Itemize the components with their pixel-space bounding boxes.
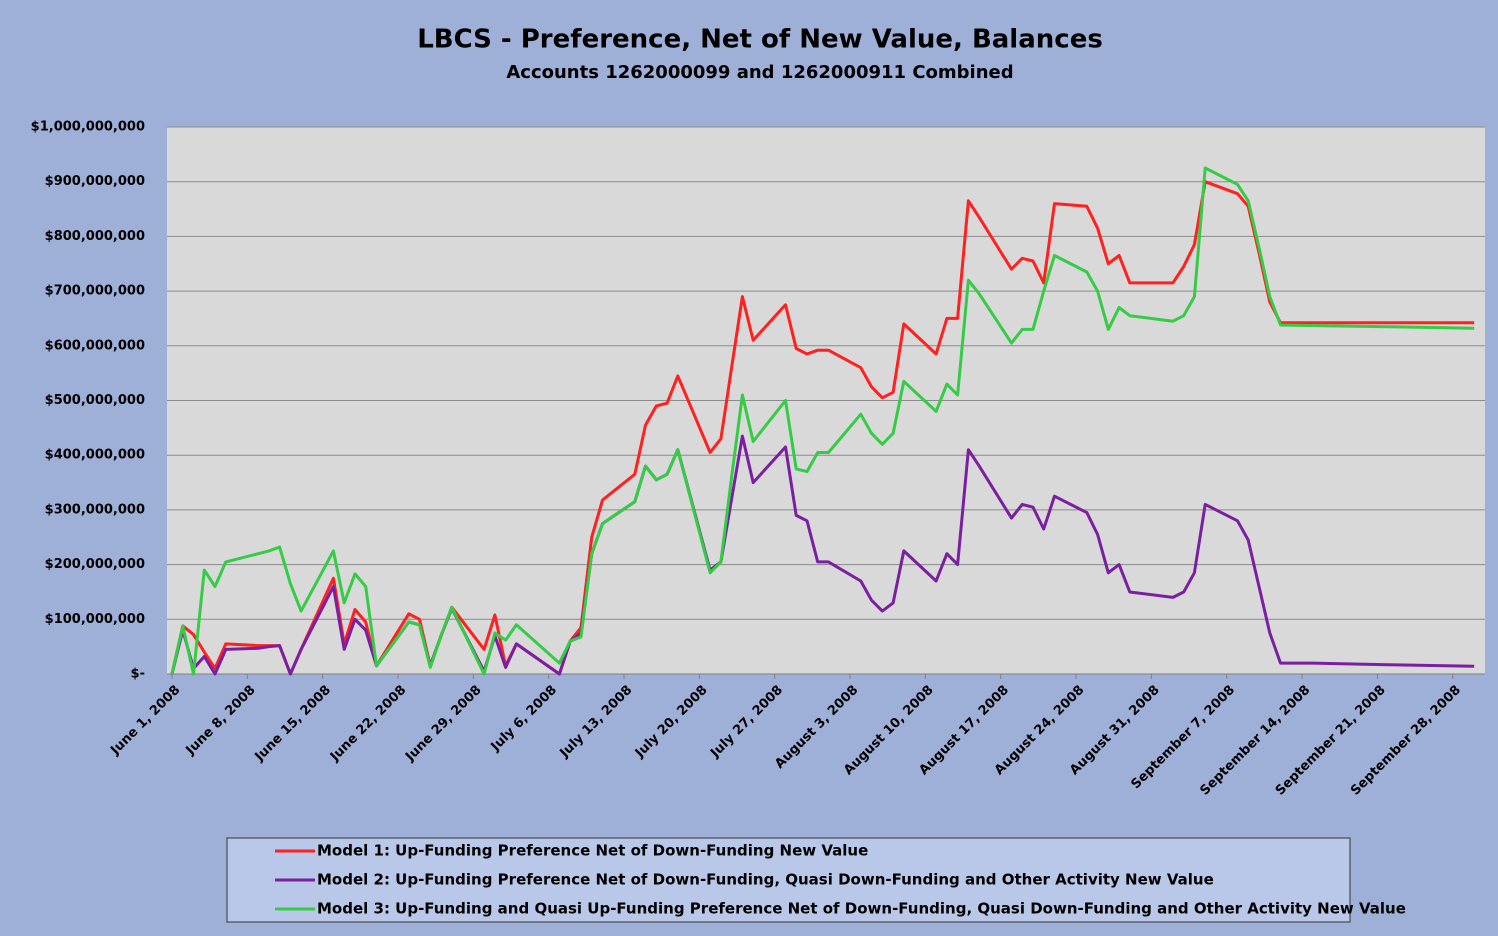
y-tick-label: $800,000,000 bbox=[45, 229, 145, 244]
legend-label: Model 3: Up-Funding and Quasi Up-Funding… bbox=[317, 900, 1406, 918]
legend bbox=[226, 837, 1351, 923]
y-tick-label: $200,000,000 bbox=[45, 557, 145, 572]
y-tick-label: $600,000,000 bbox=[45, 338, 145, 353]
chart-title: LBCS - Preference, Net of New Value, Bal… bbox=[417, 25, 1103, 55]
legend-label: Model 1: Up-Funding Preference Net of Do… bbox=[317, 842, 868, 860]
y-tick-label: $100,000,000 bbox=[45, 612, 145, 627]
y-tick-label: $300,000,000 bbox=[45, 502, 145, 517]
y-tick-label: $- bbox=[131, 667, 145, 682]
series-line bbox=[170, 166, 1475, 676]
series-line bbox=[170, 434, 1475, 676]
y-tick-label: $900,000,000 bbox=[45, 174, 145, 189]
chart-subtitle: Accounts 1262000099 and 1262000911 Combi… bbox=[506, 62, 1013, 83]
series-line bbox=[170, 180, 1475, 676]
y-tick-label: $1,000,000,000 bbox=[31, 120, 145, 135]
y-tick-label: $700,000,000 bbox=[45, 284, 145, 299]
y-tick-label: $500,000,000 bbox=[45, 393, 145, 408]
legend-label: Model 2: Up-Funding Preference Net of Do… bbox=[317, 871, 1214, 889]
y-tick-label: $400,000,000 bbox=[45, 448, 145, 463]
